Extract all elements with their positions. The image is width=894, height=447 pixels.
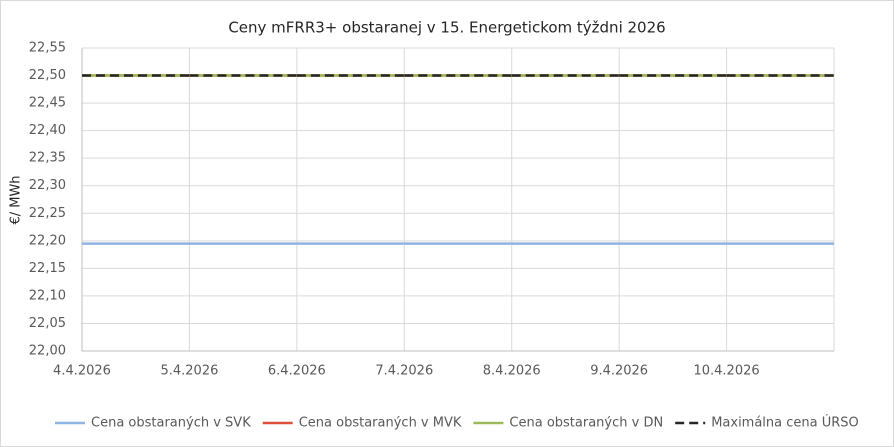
legend-label: Cena obstaraných v DN [509, 416, 663, 431]
x-tick-label: 6.4.2026 [268, 364, 326, 379]
y-tick-label: 22,50 [29, 68, 66, 83]
x-tick-label: 8.4.2026 [483, 364, 541, 379]
y-tick-label: 22,15 [29, 261, 66, 276]
x-tick-label: 4.4.2026 [53, 364, 111, 379]
y-tick-label: 22,10 [29, 288, 66, 303]
legend-label: Cena obstaraných v MVK [299, 416, 462, 431]
y-tick-label: 22,20 [29, 233, 66, 248]
y-tick-label: 22,25 [29, 206, 66, 221]
chart-title: Ceny mFRR3+ obstaranej v 15. Energeticko… [228, 19, 665, 37]
y-tick-label: 22,05 [29, 316, 66, 331]
legend-label: Cena obstaraných v SVK [91, 416, 251, 431]
x-tick-label: 7.4.2026 [375, 364, 433, 379]
legend-label: Maximálna cena ÚRSO [711, 415, 859, 431]
y-tick-label: 22,35 [29, 151, 66, 166]
y-tick-label: 22,55 [29, 41, 66, 56]
x-tick-label: 9.4.2026 [590, 364, 648, 379]
x-tick-label: 10.4.2026 [693, 364, 759, 379]
y-tick-label: 22,00 [29, 344, 66, 359]
y-tick-label: 22,40 [29, 123, 66, 138]
y-axis-label: €/ MWh [9, 175, 24, 224]
y-tick-label: 22,30 [29, 178, 66, 193]
y-tick-label: 22,45 [29, 96, 66, 111]
x-tick-label: 5.4.2026 [160, 364, 218, 379]
